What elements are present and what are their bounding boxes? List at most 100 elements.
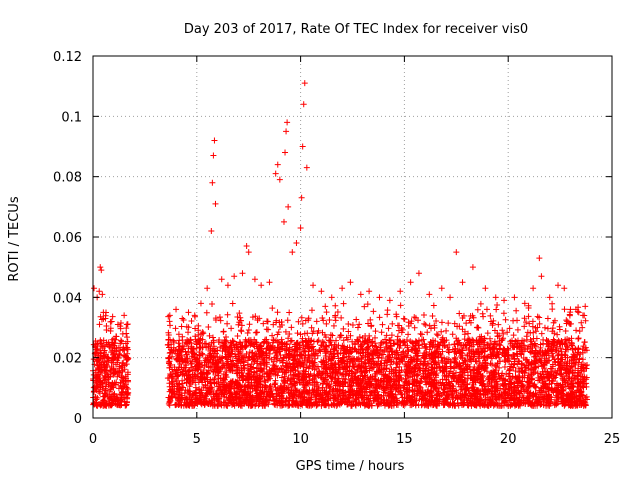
data-point-dense bbox=[119, 376, 126, 383]
data-point-dense bbox=[397, 302, 404, 309]
data-point-dense bbox=[313, 318, 320, 325]
data-point-dense bbox=[117, 325, 124, 332]
data-point-dense bbox=[477, 300, 484, 307]
data-point-dense bbox=[355, 400, 362, 407]
data-point-dense bbox=[103, 370, 110, 377]
data-point-dense bbox=[174, 400, 181, 407]
data-point-dense bbox=[232, 351, 239, 358]
data-point-dense bbox=[121, 362, 128, 369]
data-point-dense bbox=[458, 383, 465, 390]
data-point-dense bbox=[499, 336, 506, 343]
data-point-dense bbox=[334, 308, 341, 315]
data-point-dense bbox=[179, 377, 186, 384]
data-point-dense bbox=[529, 367, 536, 374]
data-point-dense bbox=[124, 355, 131, 362]
data-point-dense bbox=[525, 343, 532, 350]
data-point-dense bbox=[311, 372, 318, 379]
data-point-dense bbox=[288, 324, 295, 331]
data-point-dense bbox=[536, 314, 543, 321]
data-point-dense bbox=[165, 400, 172, 407]
data-point-dense bbox=[111, 335, 118, 342]
data-point-dense bbox=[195, 322, 202, 329]
data-point-dense bbox=[172, 325, 179, 332]
data-point-dense bbox=[383, 332, 390, 339]
data-point-dense bbox=[473, 324, 480, 331]
data-point-dense bbox=[244, 361, 251, 368]
data-point-dense bbox=[199, 351, 206, 358]
data-point-dense bbox=[420, 336, 427, 343]
data-point-dense bbox=[506, 325, 513, 332]
data-point-dense bbox=[345, 328, 352, 335]
data-point-dense bbox=[496, 396, 503, 403]
data-point-dense bbox=[320, 339, 327, 346]
data-point-dense bbox=[436, 363, 443, 370]
data-point-dense bbox=[186, 367, 193, 374]
data-point-dense bbox=[228, 325, 235, 332]
data-point-dense bbox=[178, 323, 185, 330]
data-point-dense bbox=[304, 341, 311, 348]
data-point-dense bbox=[103, 323, 110, 330]
data-point-dense bbox=[529, 323, 536, 330]
data-point-dense bbox=[122, 373, 129, 380]
data-point-dense bbox=[549, 361, 556, 368]
data-point-dense bbox=[314, 371, 321, 378]
data-point-dense bbox=[282, 341, 289, 348]
data-point-dense bbox=[118, 395, 125, 402]
data-point-dense bbox=[185, 329, 192, 336]
data-point-dense bbox=[328, 378, 335, 385]
data-point-dense bbox=[229, 300, 236, 307]
data-point-dense bbox=[226, 352, 233, 359]
data-point-dense bbox=[282, 398, 289, 405]
data-point-dense bbox=[349, 338, 356, 345]
data-point-dense bbox=[531, 383, 538, 390]
data-point-dense bbox=[170, 337, 177, 344]
data-point-dense bbox=[332, 302, 339, 309]
data-point-dense bbox=[465, 330, 472, 337]
chart-title: Day 203 of 2017, Rate Of TEC Index for r… bbox=[184, 22, 528, 37]
data-point-dense bbox=[487, 340, 494, 347]
data-point-dense bbox=[421, 320, 428, 327]
data-point-dense bbox=[97, 384, 104, 391]
data-point-dense bbox=[165, 355, 172, 362]
data-point-dense bbox=[422, 321, 429, 328]
data-point-dense bbox=[95, 349, 102, 356]
data-point-dense bbox=[183, 351, 190, 358]
data-point-dense bbox=[103, 400, 110, 407]
data-point-dense bbox=[456, 310, 463, 317]
data-point-dense bbox=[217, 317, 224, 324]
data-point-dense bbox=[507, 380, 514, 387]
data-point-dense bbox=[100, 399, 107, 406]
data-point-dense bbox=[374, 361, 381, 368]
data-point-dense bbox=[537, 341, 544, 348]
data-point-dense bbox=[486, 335, 493, 342]
data-point-dense bbox=[265, 326, 272, 333]
data-point-dense bbox=[237, 314, 244, 321]
data-point-dense bbox=[556, 326, 563, 333]
data-point-dense bbox=[473, 358, 480, 365]
data-point-dense bbox=[418, 331, 425, 338]
data-point-dense bbox=[371, 334, 378, 341]
data-point-dense bbox=[561, 351, 568, 358]
data-point-dense bbox=[493, 306, 500, 313]
data-point-dense bbox=[112, 351, 119, 358]
data-point-dense bbox=[256, 361, 263, 368]
data-point-dense bbox=[411, 324, 418, 331]
data-point-dense bbox=[362, 354, 369, 361]
data-point-dense bbox=[109, 391, 116, 398]
data-point-dense bbox=[100, 343, 107, 350]
data-point-dense bbox=[117, 337, 124, 344]
data-point-dense bbox=[96, 321, 103, 328]
data-point-dense bbox=[175, 340, 182, 347]
data-point-dense bbox=[541, 324, 548, 331]
data-point-dense bbox=[180, 317, 187, 324]
data-point-dense bbox=[521, 315, 528, 322]
data-point-dense bbox=[370, 308, 377, 315]
data-point-dense bbox=[384, 311, 391, 318]
data-point-dense bbox=[338, 314, 345, 321]
data-point-dense bbox=[355, 338, 362, 345]
data-point-dense bbox=[352, 401, 359, 408]
data-point-dense bbox=[286, 309, 293, 316]
data-point-dense bbox=[562, 339, 569, 346]
data-point-dense bbox=[305, 351, 312, 358]
data-point-dense bbox=[401, 316, 408, 323]
